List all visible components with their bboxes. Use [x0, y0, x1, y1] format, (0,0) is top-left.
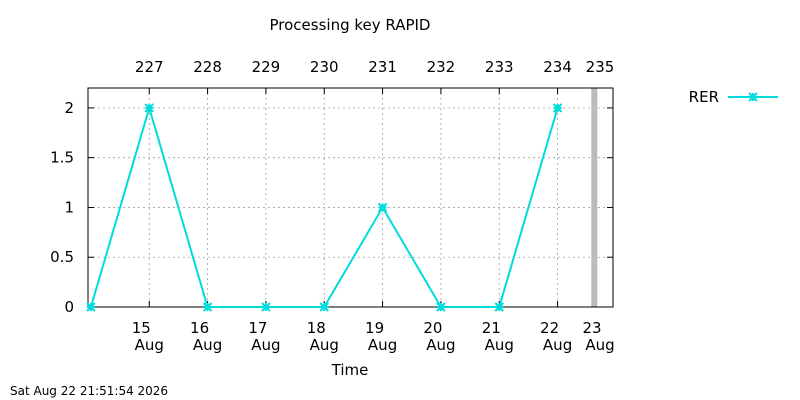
- data-point-marker-d2: [144, 103, 154, 113]
- x-tick-label-day: 22: [540, 319, 559, 337]
- data-point: [377, 202, 388, 213]
- x-tick-label-month: Aug: [251, 336, 280, 354]
- data-point-marker-d2: [494, 302, 504, 312]
- data-point-marker-d2: [319, 302, 329, 312]
- x-top-tick-label: 232: [427, 58, 456, 76]
- plot-frame: [87, 87, 614, 308]
- legend-marker-star-d2: [748, 92, 758, 102]
- x-tick-label-month: Aug: [485, 336, 514, 354]
- x-tick-label-month: Aug: [193, 336, 222, 354]
- data-point: [86, 302, 96, 312]
- data-point-marker-d2: [261, 302, 271, 312]
- data-point-marker-d2: [377, 202, 388, 213]
- x-top-tick-label: 228: [193, 58, 222, 76]
- data-point-marker-d2: [436, 302, 446, 312]
- x-top-tick-label: 233: [485, 58, 514, 76]
- axis-ticks: 00.511.5215Aug16Aug17Aug18Aug19Aug20Aug2…: [50, 58, 615, 354]
- x-top-tick-label: 234: [543, 58, 572, 76]
- legend-label: RER: [689, 88, 719, 106]
- data-point: [436, 302, 446, 312]
- x-tick-label-month: Aug: [543, 336, 572, 354]
- x-top-tick-label: 231: [368, 58, 397, 76]
- x-tick-label-day: 15: [132, 319, 151, 337]
- data-point-marker-d2: [86, 302, 96, 312]
- data-point-marker-d2: [202, 302, 213, 312]
- data-point: [261, 302, 271, 312]
- legend: RER: [689, 88, 778, 106]
- x-tick-label-day: 20: [423, 319, 442, 337]
- legend-marker: [748, 92, 758, 102]
- x-tick-label-day: 19: [365, 319, 384, 337]
- data-point: [319, 302, 329, 312]
- x-axis-label: Time: [331, 361, 369, 379]
- data-point: [144, 103, 154, 113]
- x-tick-label-month: Aug: [585, 336, 614, 354]
- current-time-marker: [591, 88, 598, 307]
- x-tick-label-day: 17: [248, 319, 267, 337]
- y-tick-label: 1: [64, 198, 74, 216]
- x-tick-label-month: Aug: [426, 336, 455, 354]
- y-tick-label: 0.5: [50, 248, 74, 266]
- x-top-tick-label: 230: [310, 58, 339, 76]
- y-tick-label: 2: [64, 99, 74, 117]
- x-tick-label-day: 23: [582, 319, 601, 337]
- data-point: [202, 302, 213, 312]
- x-tick-label-month: Aug: [310, 336, 339, 354]
- chart-title: Processing key RAPID: [270, 16, 431, 34]
- grid: [88, 88, 613, 308]
- y-tick-label: 0: [64, 298, 74, 316]
- x-tick-label-day: 21: [482, 319, 501, 337]
- data-point: [552, 103, 563, 113]
- x-tick-label-month: Aug: [135, 336, 164, 354]
- data-point: [494, 302, 504, 312]
- x-top-tick-label: 229: [252, 58, 281, 76]
- x-tick-label-month: Aug: [368, 336, 397, 354]
- x-top-tick-label: 235: [586, 58, 615, 76]
- x-top-tick-label: 227: [135, 58, 164, 76]
- data-point-marker-d2: [552, 103, 563, 113]
- x-tick-label-day: 18: [307, 319, 326, 337]
- x-tick-label-day: 16: [190, 319, 209, 337]
- current-time-marker-layer: [591, 88, 598, 307]
- footer-timestamp: Sat Aug 22 21:51:54 2026: [10, 384, 168, 398]
- y-tick-label: 1.5: [50, 149, 74, 167]
- series-layer: [86, 103, 563, 312]
